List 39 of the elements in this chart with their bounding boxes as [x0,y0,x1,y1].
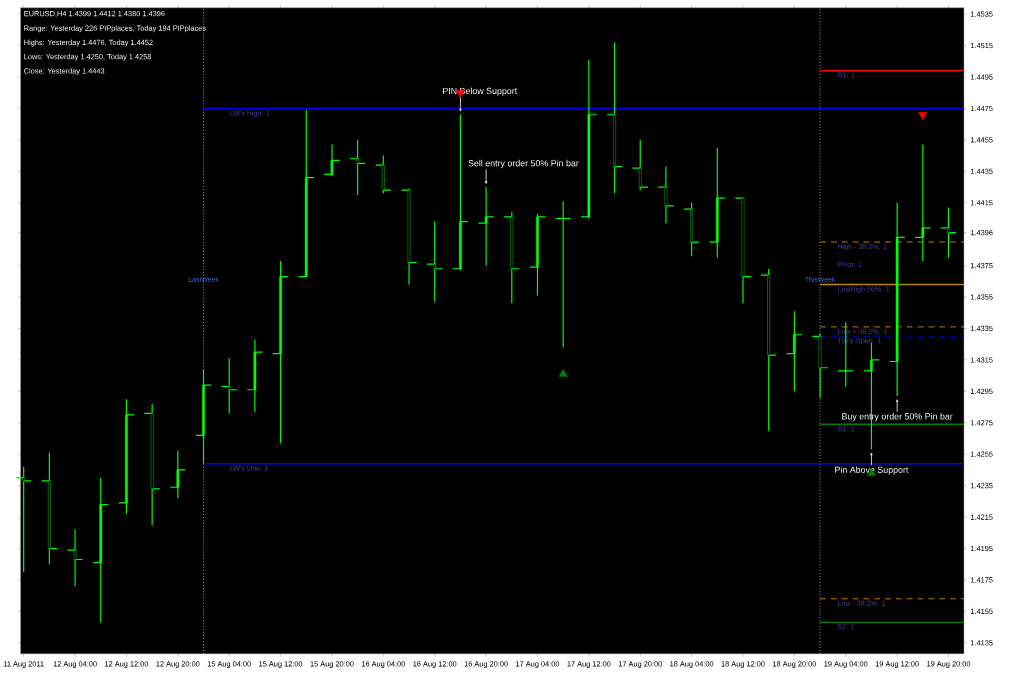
candlestick [220,357,238,414]
candlestick [143,403,161,526]
candlestick [914,143,932,262]
candlestick [760,267,777,432]
candlestick [246,338,264,413]
candlestick [657,165,675,224]
candlestick [15,466,32,573]
annotation: Sell entry order 50% Pin bar [468,159,579,168]
candlestick [606,41,623,194]
candlestick [272,260,289,444]
candlestick [529,212,546,296]
candlestick [66,528,84,587]
candlestick [375,154,392,194]
candlestick [400,187,418,285]
candlestick [118,398,135,515]
candlestick [349,139,366,196]
candlestick [786,310,803,392]
candlestick [631,139,649,191]
candlestick [169,450,187,499]
candlestick [323,143,341,177]
candlestick [888,201,906,397]
candlestick [811,332,829,399]
point [918,111,928,120]
candlestick [503,211,521,304]
candlestick [297,109,315,278]
candlestick [734,197,752,304]
candlestick [92,477,110,623]
candlestick [426,220,444,303]
candlestick [41,451,58,565]
candlestick [580,58,598,219]
point [558,368,568,377]
candlestick [940,206,957,259]
candlestick [195,368,212,465]
candlestick [683,201,700,257]
candlestick [477,186,495,267]
candlestick [554,200,572,348]
candlestick [452,113,469,271]
candlestick [837,321,855,388]
candlestick [709,146,726,259]
